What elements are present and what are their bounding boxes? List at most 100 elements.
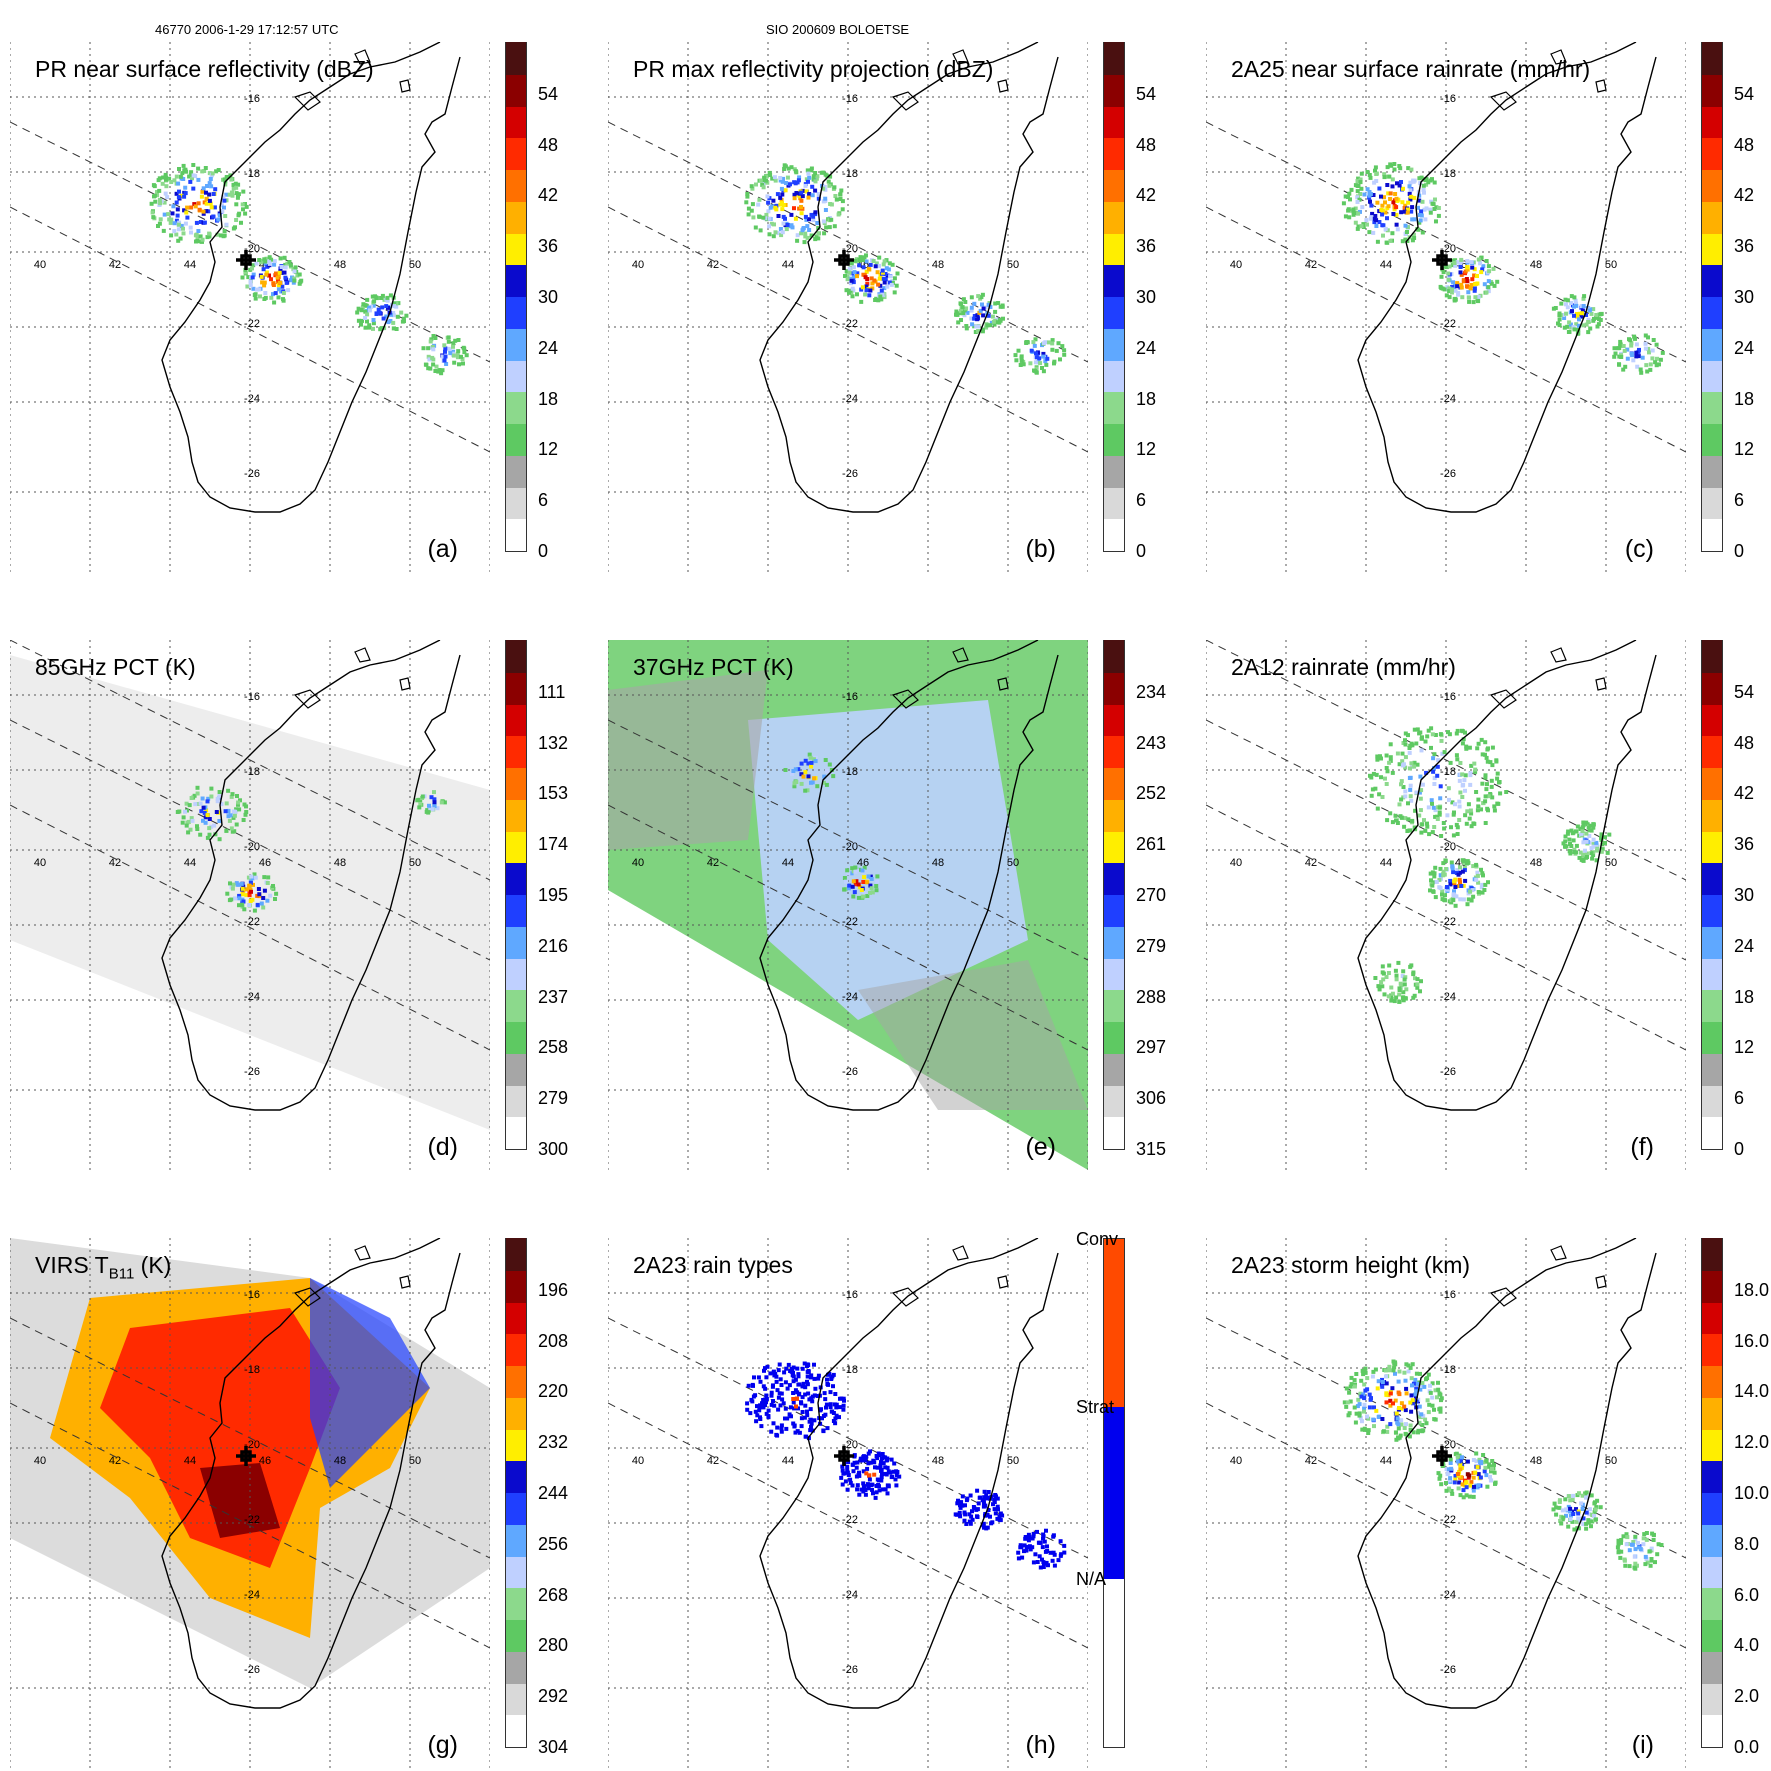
cell-north (745, 1361, 846, 1441)
lat-label: -16 (842, 691, 858, 703)
colorbar-segment (506, 518, 526, 551)
colorbar-label: Conv (1076, 1229, 1119, 1249)
colorbar-label: 306 (1136, 1088, 1167, 1109)
colorbar-segment (1104, 893, 1124, 927)
colorbar-label: 315 (1136, 1139, 1167, 1159)
colorbar-segment (1104, 703, 1124, 737)
colorbar-label: 12 (1734, 439, 1755, 460)
lat-label: -22 (244, 318, 260, 330)
colorbar-b: 0 6 12 18 24 30 36 42 48 54 (1103, 41, 1156, 560)
colorbar-label: 252 (1136, 783, 1167, 804)
colorbar-segment (1702, 1460, 1722, 1493)
swath-edge-north (10, 719, 490, 961)
colorbar-segment (506, 41, 526, 75)
lat-lon-grid: 40 42 44 46 48 50 -16 -18 -20 -22 -24 -26 (10, 1238, 490, 1768)
colorbar-segment (1104, 989, 1124, 1022)
colorbar-segment (506, 735, 526, 768)
lon-label: 40 (34, 1455, 46, 1467)
colorbar-segment (506, 639, 526, 673)
storm-center-marker (834, 250, 854, 270)
colorbar-segment (1104, 1020, 1124, 1054)
colorbar-segment (506, 105, 526, 139)
cell-north (744, 163, 845, 245)
colorbar-segment (506, 168, 526, 202)
cell-east (1551, 294, 1604, 336)
colorbar-label: 36 (538, 236, 559, 257)
colorbar-segment (1104, 671, 1124, 705)
colorbar-segment (1702, 1301, 1722, 1335)
colorbar-segment (506, 989, 526, 1022)
cell-east (953, 1488, 1005, 1531)
colorbar-label: 36 (1734, 834, 1755, 855)
colorbar-segment (1104, 957, 1124, 991)
colorbar-segment (1702, 200, 1722, 234)
lat-label: -20 (244, 1439, 260, 1451)
lat-label: -16 (1440, 1289, 1456, 1301)
colorbar-label: 42 (1136, 185, 1157, 206)
colorbar-segment (1104, 798, 1124, 832)
lon-label: 40 (1230, 1455, 1242, 1467)
lon-label: 44 (1380, 857, 1392, 869)
colorbar-label: 24 (1734, 337, 1755, 358)
colorbar-d: 300 279 258 237 216 195 174 153 132 111 (505, 639, 568, 1158)
lat-label: -18 (842, 1364, 858, 1376)
precip-cells (175, 785, 447, 913)
colorbar-label: 10.0 (1734, 1483, 1770, 1503)
colorbar-label: 16.0 (1734, 1330, 1770, 1351)
colorbar-segment (1104, 327, 1124, 361)
colorbar-label: 279 (1136, 935, 1167, 956)
colorbar-segment (1104, 200, 1124, 234)
swath-edge-north (1206, 719, 1686, 961)
header-orbit-time: 46770 2006-1-29 17:12:57 UTC (155, 22, 339, 37)
colorbar-segment (1104, 1579, 1124, 1747)
colorbar-label: 42 (538, 185, 559, 206)
colorbar-label: 36 (1734, 236, 1755, 257)
island-outline (1550, 1245, 1567, 1261)
colorbar-segment (506, 1714, 526, 1747)
swath-edge-south (608, 206, 1088, 453)
colorbar-label: 244 (538, 1483, 569, 1503)
colorbar-segment (506, 1269, 526, 1303)
colorbar-segment (506, 391, 526, 424)
island-outline (891, 689, 919, 709)
cell-north (1342, 1359, 1444, 1442)
colorbar-segment (1702, 486, 1722, 520)
colorbar-segment (1104, 735, 1124, 768)
panel-label: (g) (427, 1731, 458, 1759)
swath-edge-north (1206, 1317, 1686, 1559)
lon-label: 48 (932, 857, 944, 869)
lat-label: -18 (244, 168, 260, 180)
colorbar-segment (506, 1333, 526, 1366)
lat-label: -18 (1440, 1364, 1456, 1376)
island-outline (997, 1275, 1009, 1289)
colorbar-label: 8.0 (1734, 1533, 1760, 1554)
colorbar-segment (1104, 41, 1124, 75)
colorbar-segment (506, 1301, 526, 1335)
panel-label: (f) (1630, 1133, 1654, 1161)
colorbar-segment (1104, 518, 1124, 551)
colorbar-segment (1104, 862, 1124, 895)
island-outline (399, 677, 411, 691)
coastline (759, 1238, 1059, 1709)
lon-label: 48 (334, 259, 346, 271)
coastline (161, 1238, 461, 1709)
lat-label: -26 (1440, 1664, 1456, 1676)
colorbar-segment (1702, 1587, 1722, 1620)
swath-edge-north (10, 1317, 490, 1559)
colorbar-segment (506, 925, 526, 959)
precip-cells (1341, 162, 1665, 375)
swath-edge-north (608, 121, 1088, 363)
island-outline (1489, 91, 1517, 111)
lon-label: 44 (782, 1455, 794, 1467)
panel-label: (a) (427, 535, 458, 563)
colorbar-label: 0 (1136, 541, 1147, 561)
colorbar-segment (1702, 1618, 1722, 1652)
colorbar-label: N/A (1076, 1569, 1107, 1590)
swath-edge-south (608, 1402, 1088, 1649)
colorbar-segment (506, 1052, 526, 1086)
colorbar-segment (1104, 486, 1124, 520)
colorbar-segment (1104, 295, 1124, 329)
colorbar-c: 0 6 12 18 24 30 36 42 48 54 (1701, 41, 1754, 560)
colorbar-segment (1702, 327, 1722, 361)
